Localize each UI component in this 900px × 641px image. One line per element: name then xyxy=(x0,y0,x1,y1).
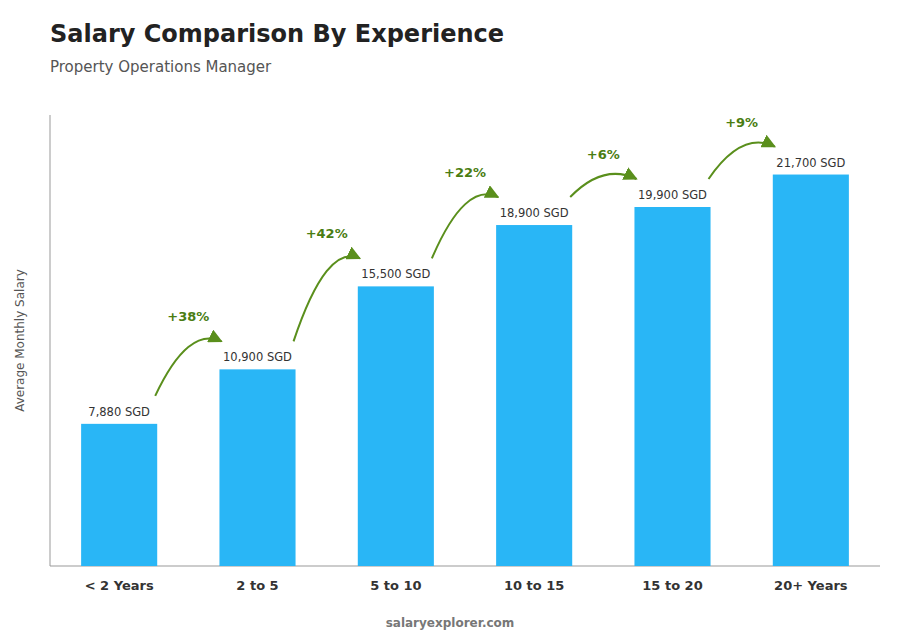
title: Salary Comparison By Experience xyxy=(50,20,504,48)
watermark: salaryexplorer.com xyxy=(386,616,515,630)
subtitle: Property Operations Manager xyxy=(50,58,272,76)
growth-arrow xyxy=(432,194,498,258)
bar xyxy=(358,286,434,566)
data-label: 10,900 SGD xyxy=(223,350,292,364)
chart-container: Salary Comparison By Experience Property … xyxy=(0,0,900,641)
x-tick-label: 2 to 5 xyxy=(236,578,278,593)
x-tick-label: 10 to 15 xyxy=(504,578,564,593)
x-tick-label: < 2 Years xyxy=(85,578,154,593)
y-axis-label: Average Monthly Salary xyxy=(13,269,27,412)
data-label: 7,880 SGD xyxy=(88,405,150,419)
bar xyxy=(634,207,710,566)
data-label: 21,700 SGD xyxy=(776,156,845,170)
bar xyxy=(773,175,849,566)
growth-arrow xyxy=(709,143,775,179)
y-axis-line xyxy=(50,115,51,566)
x-axis-line xyxy=(50,566,880,567)
growth-annotations: +38% +42% +22% +6% +9% xyxy=(155,115,775,396)
growth-label: +9% xyxy=(725,115,758,130)
bar xyxy=(219,369,295,566)
growth-label: +38% xyxy=(167,309,209,324)
x-tick-label: 5 to 10 xyxy=(370,578,421,593)
growth-label: +22% xyxy=(444,165,486,180)
growth-label: +6% xyxy=(587,147,620,162)
growth-arrow xyxy=(294,256,360,341)
x-tick-label: 15 to 20 xyxy=(642,578,702,593)
chart: Salary Comparison By Experience Property … xyxy=(0,0,900,641)
growth-label: +42% xyxy=(306,226,348,241)
bar xyxy=(496,225,572,566)
data-label: 18,900 SGD xyxy=(500,206,569,220)
data-label: 15,500 SGD xyxy=(361,267,430,281)
x-tick-label: 20+ Years xyxy=(774,578,848,593)
growth-arrow xyxy=(155,338,221,395)
growth-arrow xyxy=(570,174,636,197)
bar xyxy=(81,424,157,566)
data-label: 19,900 SGD xyxy=(638,188,707,202)
bars xyxy=(81,175,849,566)
